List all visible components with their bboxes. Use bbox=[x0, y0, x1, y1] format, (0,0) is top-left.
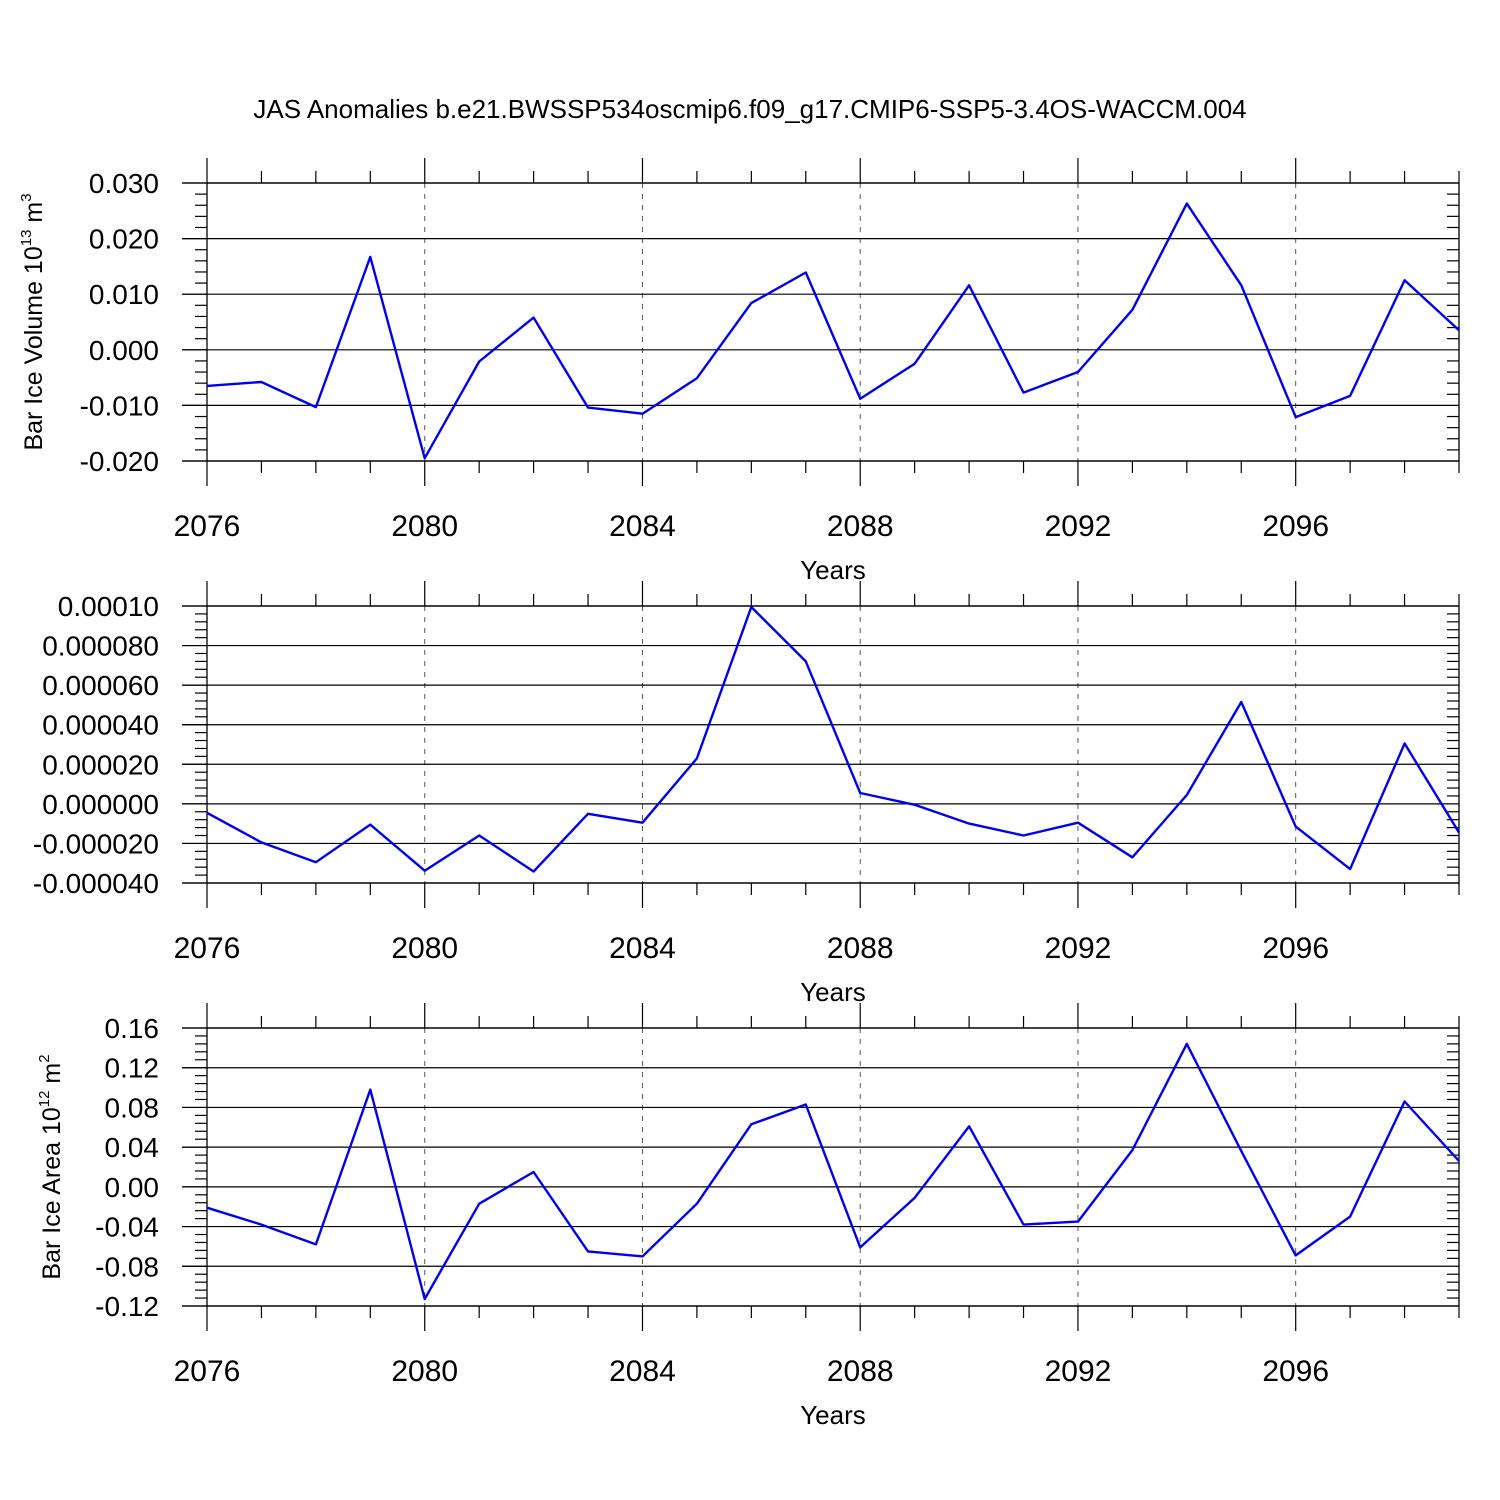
y-tick-label: -0.08 bbox=[95, 1251, 159, 1282]
y-tick-label: -0.020 bbox=[80, 446, 159, 477]
plot-frame bbox=[206, 605, 1460, 884]
y-tick-label: -0.04 bbox=[95, 1212, 159, 1243]
y-tick-label: 0.12 bbox=[105, 1053, 160, 1084]
y-tick-label: 0.04 bbox=[105, 1132, 160, 1163]
series-line bbox=[206, 605, 1461, 873]
y-tick-label: 0.08 bbox=[105, 1092, 160, 1123]
y-tick-label: 0.000000 bbox=[42, 789, 159, 820]
x-axis-label: Years bbox=[800, 977, 866, 1007]
series-line bbox=[206, 202, 1460, 460]
x-tick-label: 2096 bbox=[1262, 932, 1329, 965]
x-tick-label: 2092 bbox=[1045, 1355, 1112, 1388]
y-tick-label: -0.12 bbox=[95, 1291, 159, 1322]
x-tick-label: 2096 bbox=[1262, 510, 1329, 543]
y-tick-label: 0.000040 bbox=[42, 710, 159, 741]
x-tick-label: 2088 bbox=[827, 1355, 894, 1388]
x-tick-label: 2092 bbox=[1045, 932, 1112, 965]
x-tick-label: 2080 bbox=[391, 1355, 458, 1388]
x-tick-label: 2092 bbox=[1045, 510, 1112, 543]
x-tick-label: 2088 bbox=[827, 510, 894, 543]
y-axis-label-unit: m bbox=[20, 202, 48, 230]
chart-title: JAS Anomalies b.e21.BWSSP534oscmip6.f09_… bbox=[253, 94, 1246, 124]
plot-frame bbox=[206, 1027, 1460, 1307]
panels: -0.020 -0.010 0.000 0.010 0.020 0.030 2076 2080… bbox=[18, 158, 1461, 1430]
x-tick-label: 2076 bbox=[174, 510, 241, 543]
panel-1: -0.020 -0.010 0.000 0.010 0.020 0.030 2076 2080… bbox=[18, 158, 1460, 585]
x-tick-label: 2084 bbox=[609, 1355, 676, 1388]
y-tick-label: -0.010 bbox=[80, 390, 159, 421]
y-axis-label-text: Bar Ice Volume 10 bbox=[20, 246, 48, 450]
panel-2: -0.000040 -0.000020 0.000000 0.000020 0.0000… bbox=[33, 581, 1461, 1007]
y-tick-label: 0.000 bbox=[89, 335, 159, 366]
x-tick-label: 2096 bbox=[1262, 1355, 1329, 1388]
y-axis-label-unit-exponent: 3 bbox=[18, 193, 35, 201]
x-axis-label: Years bbox=[800, 555, 866, 585]
y-axis-label-exponent: 12 bbox=[36, 1091, 53, 1108]
x-tick-label: 2080 bbox=[391, 510, 458, 543]
x-tick-label: 2084 bbox=[609, 510, 676, 543]
series-line bbox=[206, 1042, 1460, 1301]
y-tick-label: 0.030 bbox=[89, 168, 159, 199]
x-tick-label: 2076 bbox=[174, 932, 241, 965]
plot-frame bbox=[206, 182, 1460, 462]
y-tick-label: 0.16 bbox=[105, 1013, 160, 1044]
x-tick-label: 2076 bbox=[174, 1355, 241, 1388]
x-tick-label: 2084 bbox=[609, 932, 676, 965]
y-tick-label: -0.000020 bbox=[33, 828, 159, 859]
y-axis-label: Bar Ice Volume 1013 m3 bbox=[18, 193, 48, 450]
y-axis-label-unit-exponent: 2 bbox=[36, 1054, 53, 1062]
y-axis-label: Bar Ice Area 1012 m2 bbox=[36, 1054, 66, 1279]
y-axis-label-text: Bar Ice Area 10 bbox=[38, 1107, 66, 1279]
y-tick-label: 0.000060 bbox=[42, 670, 159, 701]
y-axis-label-unit: m bbox=[38, 1063, 66, 1091]
y-tick-label: 0.000020 bbox=[42, 749, 159, 780]
y-tick-label: 0.00010 bbox=[58, 591, 159, 622]
x-axis-label: Years bbox=[800, 1400, 866, 1430]
panel-3: -0.12 -0.08 -0.04 0.00 0.04 0.08 0.12 0.16 2076 2… bbox=[36, 1003, 1460, 1430]
y-tick-label: 0.000080 bbox=[42, 631, 159, 662]
y-tick-label: 0.00 bbox=[105, 1172, 160, 1203]
y-tick-label: 0.010 bbox=[89, 279, 159, 310]
y-axis-label-exponent: 13 bbox=[18, 230, 35, 247]
x-tick-label: 2088 bbox=[827, 932, 894, 965]
y-tick-label: 0.020 bbox=[89, 224, 159, 255]
x-tick-label: 2080 bbox=[391, 932, 458, 965]
y-tick-label: -0.000040 bbox=[33, 868, 159, 899]
